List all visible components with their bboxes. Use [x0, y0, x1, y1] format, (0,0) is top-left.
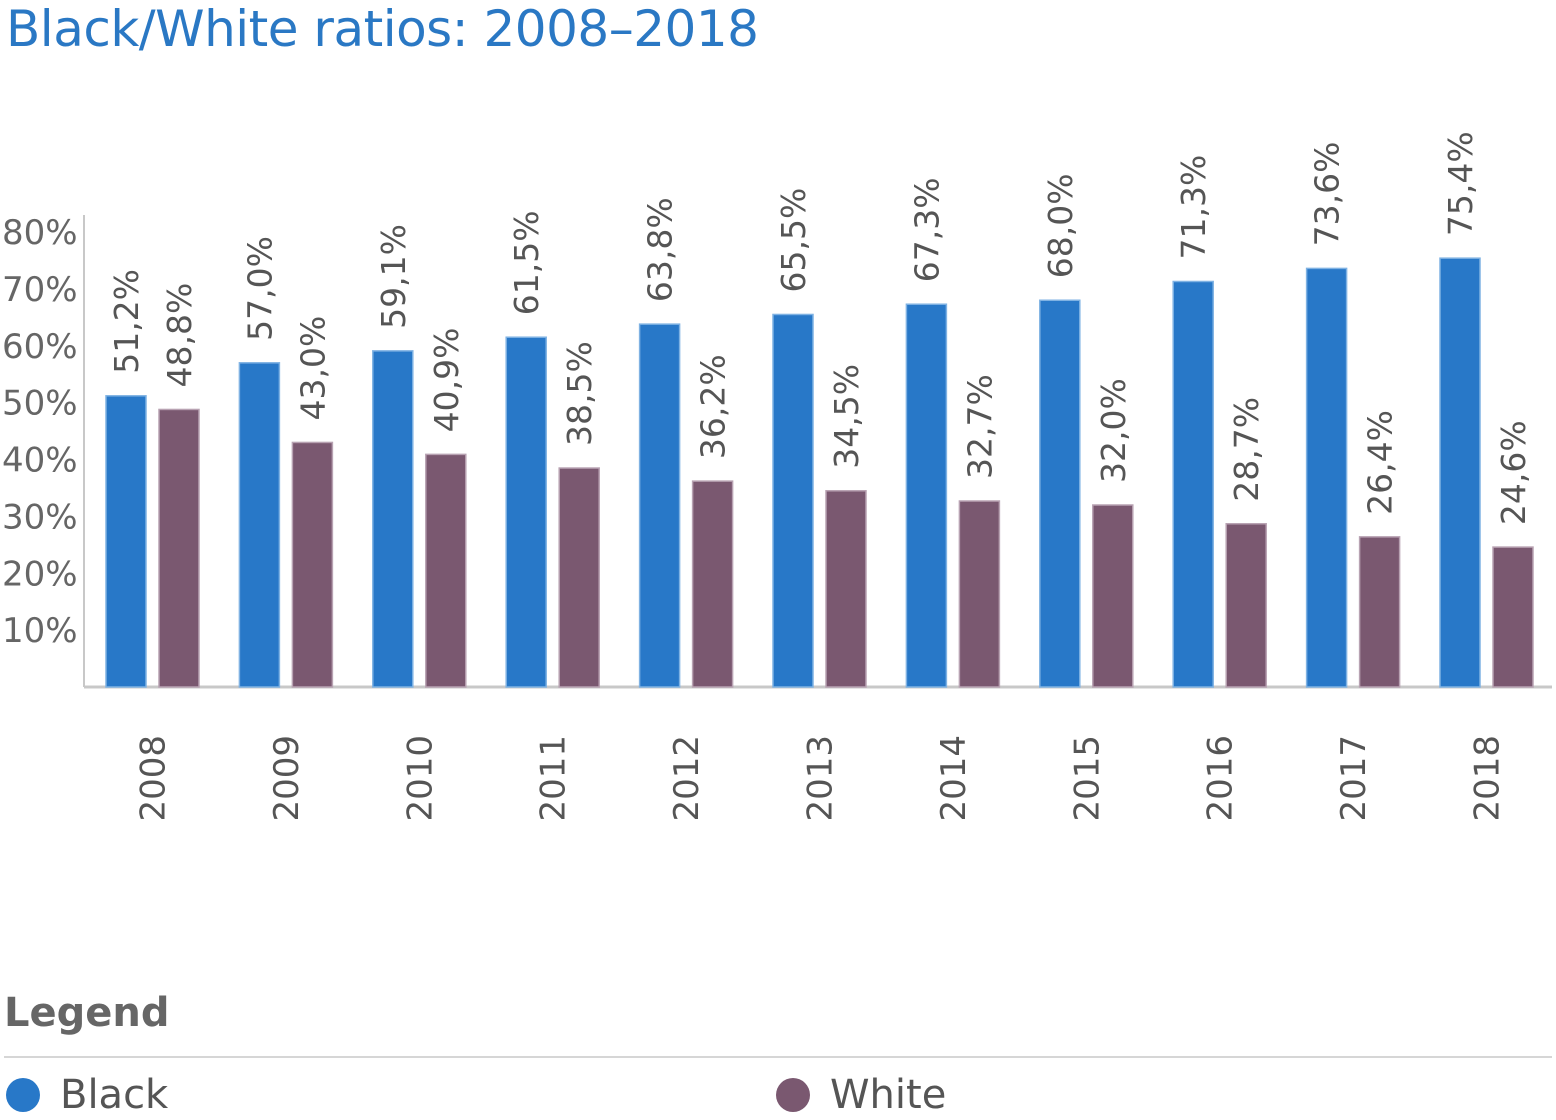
data-label-white: 24,6%: [1494, 420, 1533, 525]
data-label-white: 28,7%: [1227, 397, 1266, 502]
data-label-black: 75,4%: [1441, 131, 1480, 236]
x-tick-label: 2009: [267, 735, 307, 822]
x-tick-label: 2010: [400, 735, 440, 822]
bar-black: [638, 323, 681, 688]
data-label-white: 43,0%: [293, 316, 332, 421]
bar-black: [1039, 299, 1081, 688]
x-tick-label: 2013: [801, 735, 841, 822]
bar-chart: 10% 20% 30% 40% 50% 60% 70% 80% 51,2% 48,8% 2008 57…: [2, 131, 1552, 822]
legend-label-black: Black: [60, 1072, 169, 1118]
bar-white: [1092, 504, 1134, 688]
legend-item-white: White: [776, 1072, 946, 1118]
bar-white: [291, 441, 334, 688]
data-label-white: 40,9%: [427, 328, 466, 433]
chart-title: Black/White ratios: 2008–2018: [6, 0, 759, 58]
bar-black: [1172, 280, 1214, 688]
bar-white: [1225, 523, 1267, 688]
data-label-white: 36,2%: [694, 354, 733, 459]
data-label-white: 32,0%: [1094, 378, 1133, 483]
y-tick-label: 60%: [2, 327, 78, 367]
bar-white: [1358, 536, 1401, 688]
legend-item-black: Black: [6, 1072, 168, 1118]
bar-white: [825, 490, 867, 688]
bar-white: [425, 453, 467, 688]
legend-dot-white: [776, 1078, 810, 1112]
y-tick-label: 80%: [2, 213, 78, 253]
data-label-black: 67,3%: [907, 177, 946, 282]
y-tick-label: 40%: [2, 441, 78, 481]
data-label-black: 59,1%: [374, 224, 413, 329]
bar-black: [772, 313, 814, 688]
bar-black: [1439, 257, 1481, 688]
data-label-white: 38,5%: [560, 341, 599, 446]
data-label-black: 68,0%: [1041, 173, 1080, 278]
bar-black: [1305, 267, 1348, 688]
legend-label-white: White: [830, 1072, 947, 1118]
data-label-white: 32,7%: [960, 374, 999, 479]
data-label-black: 65,5%: [774, 188, 813, 293]
data-label-black: 57,0%: [240, 236, 279, 341]
data-label-white: 26,4%: [1361, 410, 1400, 515]
bar-black: [238, 362, 281, 688]
x-tick-label: 2018: [1468, 735, 1508, 822]
y-tick-label: 10%: [2, 611, 78, 651]
data-label-black: 63,8%: [641, 197, 680, 302]
x-tick-label: 2011: [534, 735, 574, 822]
legend-divider: [4, 1056, 1552, 1058]
y-tick-label: 30%: [2, 497, 78, 537]
data-label-black: 73,6%: [1308, 142, 1347, 247]
bar-white: [1492, 546, 1534, 688]
data-label-black: 61,5%: [507, 210, 546, 315]
data-label-white: 34,5%: [827, 364, 866, 469]
data-label-white: 48,8%: [160, 283, 199, 388]
x-tick-label: 2016: [1201, 735, 1241, 822]
bar-white: [558, 467, 600, 688]
bar-black: [372, 350, 414, 688]
y-tick-label: 20%: [2, 554, 78, 594]
x-tick-label: 2015: [1067, 735, 1107, 822]
data-label-black: 71,3%: [1174, 155, 1213, 260]
legend-dot-black: [6, 1078, 40, 1112]
legend-title: Legend: [4, 990, 170, 1036]
bar-black: [105, 395, 147, 688]
x-tick-label: 2008: [134, 735, 174, 822]
bar-white: [958, 500, 1001, 688]
bar-white: [691, 480, 734, 688]
x-tick-label: 2017: [1334, 735, 1374, 822]
y-tick-label: 70%: [2, 270, 78, 310]
bar-black: [905, 303, 948, 688]
data-label-black: 51,2%: [107, 269, 146, 374]
x-tick-label: 2014: [934, 735, 974, 822]
bar-white: [158, 408, 200, 688]
bar-black: [505, 336, 547, 688]
y-tick-label: 50%: [2, 384, 78, 424]
x-tick-label: 2012: [667, 735, 707, 822]
